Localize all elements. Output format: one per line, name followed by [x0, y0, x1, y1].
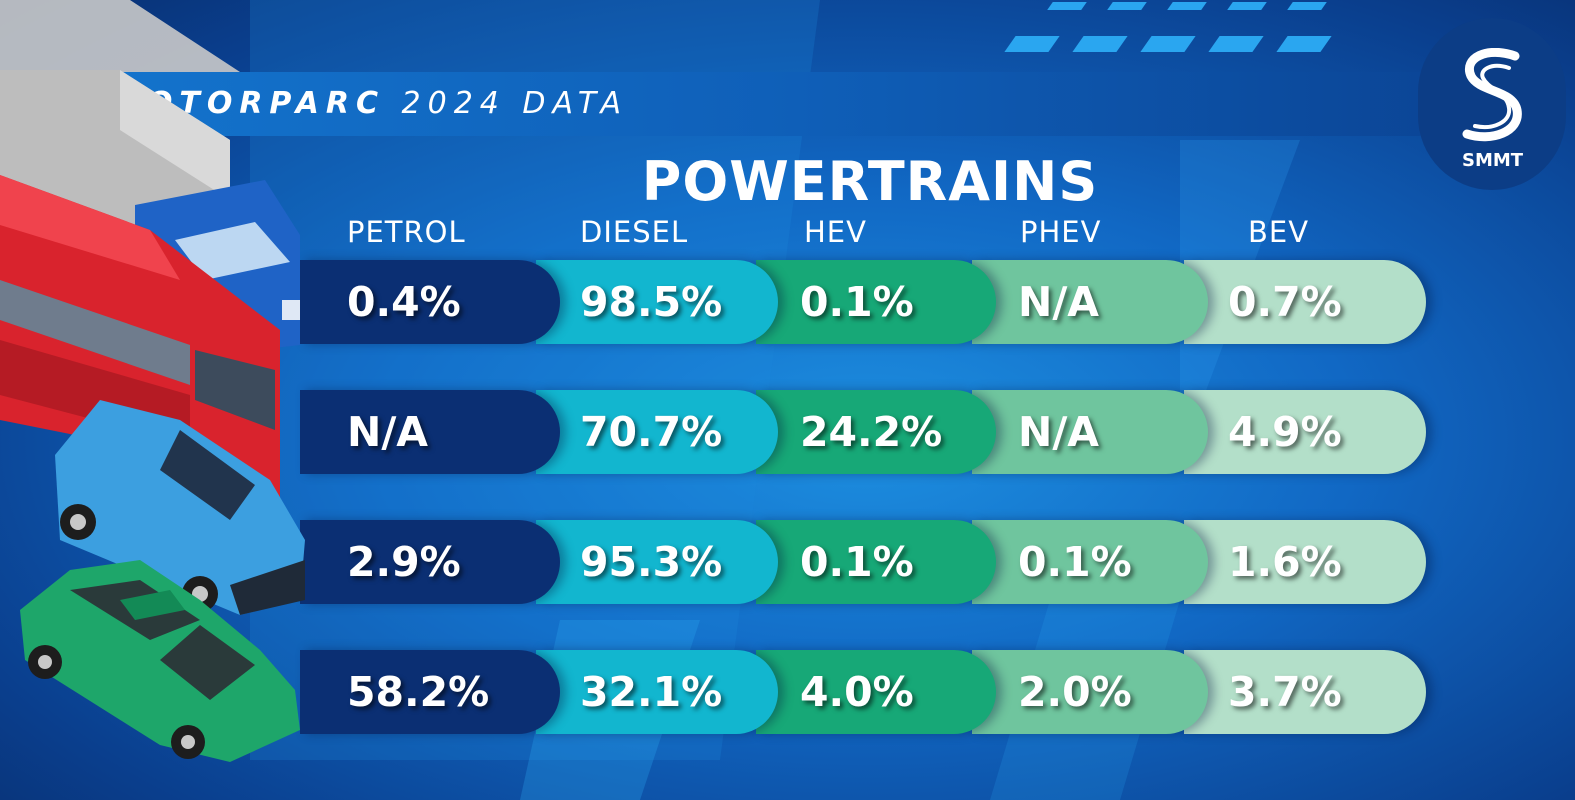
segment-hev: [756, 520, 996, 604]
segment-petrol: [300, 390, 560, 474]
segment-diesel: [536, 390, 778, 474]
header-title-light: 2024 DATA: [401, 86, 628, 121]
cell-value-petrol: 0.4%: [347, 278, 461, 326]
cell-value-bev: 0.7%: [1228, 278, 1342, 326]
table-row: N/A 70.7% 24.2% N/A 4.9%: [0, 390, 1575, 474]
column-header-diesel: DIESEL: [580, 215, 689, 249]
cell-value-diesel: 98.5%: [580, 278, 723, 326]
segment-petrol: [300, 260, 560, 344]
column-header-bev: BEV: [1248, 215, 1310, 249]
segment-phev: [972, 390, 1208, 474]
segment-petrol: [300, 520, 560, 604]
segment-diesel: [536, 520, 778, 604]
cell-value-phev: 2.0%: [1018, 668, 1132, 716]
segment-phev: [972, 520, 1208, 604]
segment-phev: [972, 650, 1208, 734]
table-row: 0.4% 98.5% 0.1% N/A 0.7%: [0, 260, 1575, 344]
cell-value-hev: 0.1%: [800, 278, 914, 326]
stripe-decoration: [1167, 2, 1207, 10]
segment-diesel: [536, 650, 778, 734]
van-icon: [55, 400, 305, 615]
chart-title: POWERTRAINS: [641, 150, 1099, 213]
cell-value-bev: 3.7%: [1228, 668, 1342, 716]
segment-diesel: [536, 260, 778, 344]
cell-value-diesel: 95.3%: [580, 538, 723, 586]
smmt-logo-badge: [1418, 18, 1566, 190]
stripe-decoration: [1047, 2, 1087, 10]
segment-bev: [1184, 520, 1426, 604]
cell-value-hev: 24.2%: [800, 408, 943, 456]
table-row: 58.2% 32.1% 4.0% 2.0% 3.7%: [0, 650, 1575, 734]
segment-hev: [756, 650, 996, 734]
smmt-logo-text: SMMT: [1462, 150, 1524, 171]
cell-value-petrol: 58.2%: [347, 668, 490, 716]
stripe-decoration: [1107, 2, 1147, 10]
segment-hev: [756, 390, 996, 474]
segment-bev: [1184, 650, 1426, 734]
cell-value-bev: 4.9%: [1228, 408, 1342, 456]
cell-value-petrol: N/A: [347, 408, 429, 456]
cell-value-diesel: 70.7%: [580, 408, 723, 456]
car-icon: [20, 560, 300, 762]
stripe-decoration: [1227, 2, 1267, 10]
cell-value-hev: 0.1%: [800, 538, 914, 586]
segment-bev: [1184, 390, 1426, 474]
cell-value-petrol: 2.9%: [347, 538, 461, 586]
cell-value-diesel: 32.1%: [580, 668, 723, 716]
cell-value-phev: N/A: [1018, 278, 1100, 326]
smmt-s-icon: [1462, 48, 1522, 142]
segment-hev: [756, 260, 996, 344]
stripe-decoration: [1287, 2, 1327, 10]
cell-value-bev: 1.6%: [1228, 538, 1342, 586]
segment-phev: [972, 260, 1208, 344]
cell-value-phev: N/A: [1018, 408, 1100, 456]
column-header-petrol: PETROL: [347, 215, 466, 249]
column-header-phev: PHEV: [1020, 215, 1102, 249]
vehicle-illustrations: [0, 70, 305, 762]
cell-value-hev: 4.0%: [800, 668, 914, 716]
segment-bev: [1184, 260, 1426, 344]
table-row: 2.9% 95.3% 0.1% 0.1% 1.6%: [0, 520, 1575, 604]
column-header-hev: HEV: [804, 215, 867, 249]
title-band: [0, 72, 1450, 136]
cell-value-phev: 0.1%: [1018, 538, 1132, 586]
segment-petrol: [300, 650, 560, 734]
